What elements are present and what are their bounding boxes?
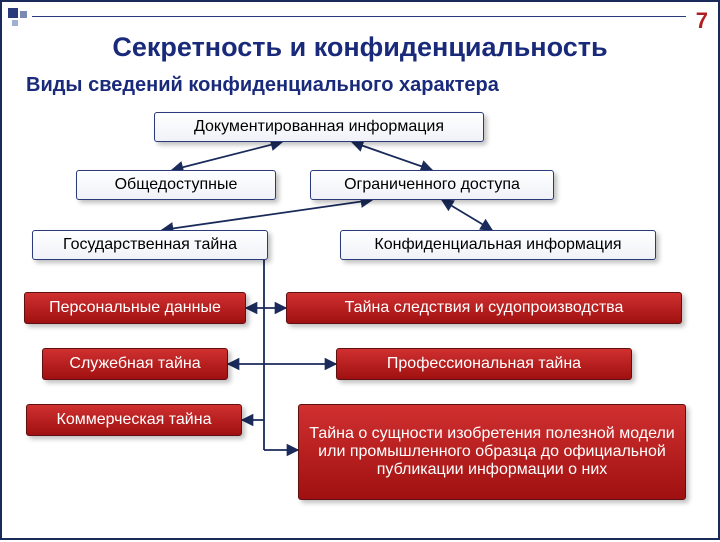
box-l2b: Конфиденциальная информация	[340, 230, 656, 260]
box-left2: Служебная тайна	[42, 348, 228, 380]
box-left1: Персональные данные	[24, 292, 246, 324]
box-root: Документированная информация	[154, 112, 484, 142]
corner-ornament	[8, 8, 28, 28]
slide-subtitle: Виды сведений конфиденциального характер…	[26, 74, 499, 97]
page-number: 7	[696, 8, 708, 34]
box-l1b: Ограниченного доступа	[310, 170, 554, 200]
box-l1a: Общедоступные	[76, 170, 276, 200]
box-right2: Профессиональная тайна	[336, 348, 632, 380]
slide-title: Секретность и конфиденциальность	[2, 32, 718, 63]
box-right1: Тайна следствия и судопроизводства	[286, 292, 682, 324]
box-right3: Тайна о сущности изобретения полезной мо…	[298, 404, 686, 500]
box-left3: Коммерческая тайна	[26, 404, 242, 436]
box-l2a: Государственная тайна	[32, 230, 268, 260]
header-rule	[32, 16, 686, 17]
